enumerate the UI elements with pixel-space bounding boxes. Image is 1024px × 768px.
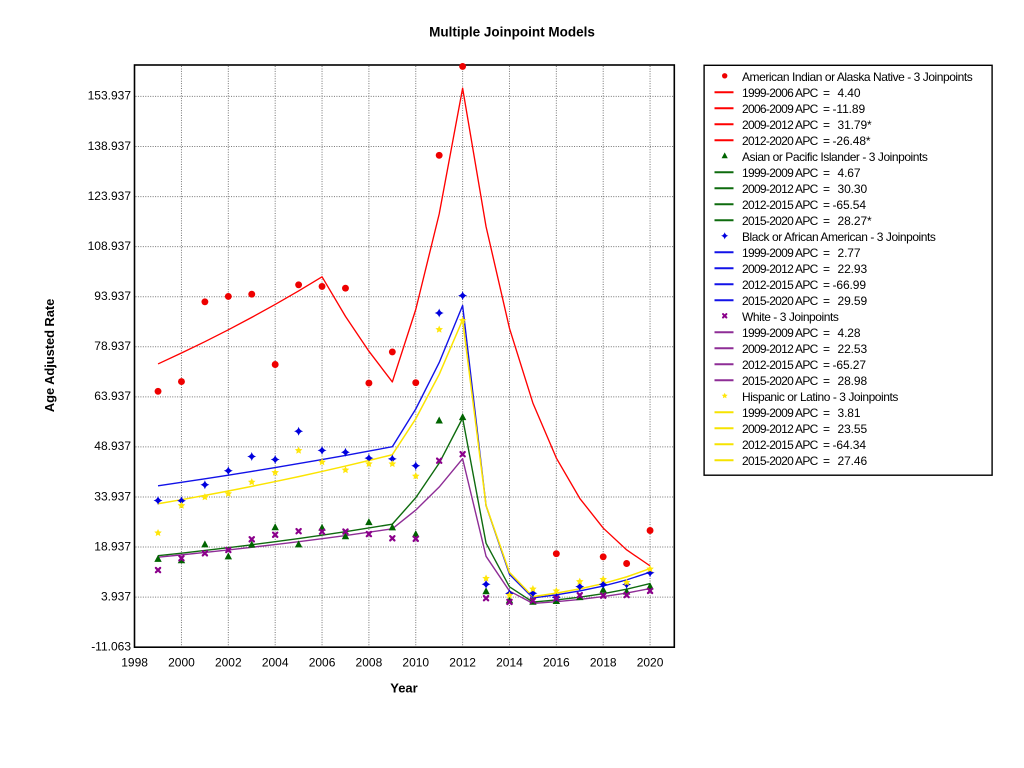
svg-text:2012-2015 APC: 2012-2015 APC [742, 198, 819, 212]
svg-text:2012: 2012 [449, 656, 476, 670]
svg-text:93.937: 93.937 [94, 289, 131, 303]
svg-text:153.937: 153.937 [88, 89, 132, 103]
svg-text:2015-2020 APC: 2015-2020 APC [742, 454, 819, 468]
svg-text:63.937: 63.937 [94, 389, 131, 403]
svg-text:=: = [823, 374, 830, 388]
svg-text:=: = [823, 454, 830, 468]
svg-text:2009-2012 APC: 2009-2012 APC [742, 262, 819, 276]
svg-text:Age Adjusted Rate: Age Adjusted Rate [42, 299, 57, 412]
svg-text:123.937: 123.937 [88, 189, 132, 203]
svg-text:30.30: 30.30 [838, 182, 868, 196]
svg-text:=: = [823, 326, 830, 340]
svg-text:2020: 2020 [637, 656, 664, 670]
svg-text:2006-2009 APC: 2006-2009 APC [742, 102, 819, 116]
svg-text:78.937: 78.937 [94, 339, 131, 353]
svg-text:1999-2009 APC: 1999-2009 APC [742, 326, 819, 340]
svg-text:2012-2015 APC: 2012-2015 APC [742, 358, 819, 372]
svg-text:23.55: 23.55 [838, 422, 868, 436]
svg-text:2015-2020 APC: 2015-2020 APC [742, 374, 819, 388]
svg-text:22.93: 22.93 [838, 262, 868, 276]
svg-text:3.937: 3.937 [101, 589, 131, 603]
svg-text:1999-2009 APC: 1999-2009 APC [742, 246, 819, 260]
svg-text:1999-2006 APC: 1999-2006 APC [742, 86, 819, 100]
svg-text:=: = [823, 102, 830, 116]
svg-text:=: = [823, 134, 830, 148]
svg-text:=: = [823, 166, 830, 180]
svg-text:=: = [823, 198, 830, 212]
svg-text:2012-2020 APC: 2012-2020 APC [742, 134, 819, 148]
svg-text:2004: 2004 [262, 656, 289, 670]
svg-text:2016: 2016 [543, 656, 570, 670]
svg-text:2.77: 2.77 [838, 246, 861, 260]
svg-text:2012-2015 APC: 2012-2015 APC [742, 278, 819, 292]
svg-text:Year: Year [390, 681, 417, 696]
svg-text:29.59: 29.59 [838, 294, 868, 308]
svg-text:=: = [823, 182, 830, 196]
svg-text:White - 3 Joinpoints: White - 3 Joinpoints [742, 310, 839, 324]
svg-text:=: = [823, 86, 830, 100]
svg-text:Multiple Joinpoint Models: Multiple Joinpoint Models [429, 24, 595, 39]
svg-text:3.81: 3.81 [838, 406, 861, 420]
svg-text:2018: 2018 [590, 656, 617, 670]
svg-text:2012-2015 APC: 2012-2015 APC [742, 438, 819, 452]
svg-text:1999-2009 APC: 1999-2009 APC [742, 406, 819, 420]
svg-text:2010: 2010 [402, 656, 429, 670]
svg-text:2008: 2008 [356, 656, 383, 670]
svg-text:27.46: 27.46 [838, 454, 868, 468]
svg-text:2015-2020 APC: 2015-2020 APC [742, 214, 819, 228]
svg-text:48.937: 48.937 [94, 439, 131, 453]
svg-text:31.79*: 31.79* [838, 118, 873, 132]
svg-text:108.937: 108.937 [88, 239, 132, 253]
svg-text:1998: 1998 [121, 656, 148, 670]
svg-text:=: = [823, 438, 830, 452]
svg-text:=: = [823, 342, 830, 356]
svg-text:1999-2009 APC: 1999-2009 APC [742, 166, 819, 180]
svg-text:4.28: 4.28 [838, 326, 861, 340]
svg-text:=: = [823, 118, 830, 132]
svg-text:=: = [823, 358, 830, 372]
svg-text:2009-2012 APC: 2009-2012 APC [742, 422, 819, 436]
svg-text:2015-2020 APC: 2015-2020 APC [742, 294, 819, 308]
svg-text:22.53: 22.53 [838, 342, 868, 356]
svg-text:-65.54: -65.54 [833, 198, 867, 212]
svg-text:=: = [823, 294, 830, 308]
svg-text:=: = [823, 246, 830, 260]
svg-text:2009-2012 APC: 2009-2012 APC [742, 182, 819, 196]
svg-text:Asian or Pacific Islander - 3: Asian or Pacific Islander - 3 Joinpoints [742, 150, 928, 164]
svg-text:138.937: 138.937 [88, 139, 132, 153]
svg-text:=: = [823, 214, 830, 228]
svg-text:4.40: 4.40 [838, 86, 861, 100]
svg-text:-11.89: -11.89 [833, 102, 866, 116]
svg-text:28.27*: 28.27* [838, 214, 873, 228]
svg-text:Black or African American - 3: Black or African American - 3 Joinpoints [742, 230, 936, 244]
svg-text:2009-2012 APC: 2009-2012 APC [742, 342, 819, 356]
svg-text:-66.99: -66.99 [833, 278, 867, 292]
svg-text:-11.063: -11.063 [91, 640, 131, 654]
svg-text:-64.34: -64.34 [833, 438, 867, 452]
svg-text:4.67: 4.67 [838, 166, 861, 180]
svg-text:=: = [823, 422, 830, 436]
svg-text:2006: 2006 [309, 656, 336, 670]
svg-text:33.937: 33.937 [94, 489, 131, 503]
svg-text:-65.27: -65.27 [833, 358, 867, 372]
svg-text:28.98: 28.98 [838, 374, 868, 388]
svg-text:18.937: 18.937 [94, 539, 131, 553]
svg-text:American Indian or Alaska Nati: American Indian or Alaska Native - 3 Joi… [742, 70, 973, 84]
svg-text:=: = [823, 406, 830, 420]
svg-text:2000: 2000 [168, 656, 195, 670]
svg-text:2009-2012 APC: 2009-2012 APC [742, 118, 819, 132]
svg-text:=: = [823, 278, 830, 292]
svg-text:-26.48*: -26.48* [833, 134, 871, 148]
svg-text:2002: 2002 [215, 656, 242, 670]
svg-text:Hispanic or Latino - 3 Joinpo: Hispanic or Latino - 3 Joinpoints [742, 390, 898, 404]
svg-text:=: = [823, 262, 830, 276]
svg-text:2014: 2014 [496, 656, 523, 670]
